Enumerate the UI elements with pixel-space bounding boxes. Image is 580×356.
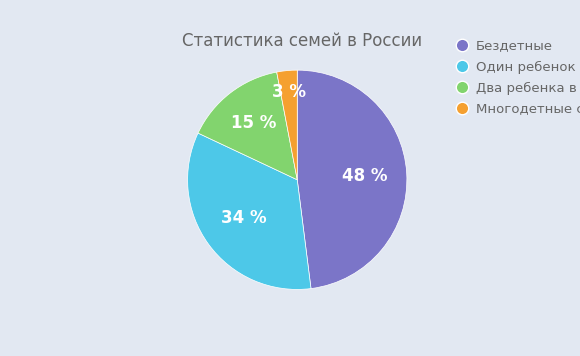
Text: 34 %: 34 % <box>221 209 267 227</box>
Wedge shape <box>198 72 297 180</box>
Legend: Бездетные, Один ребенок в семье, Два ребенка в семье, Многодетные семьи: Бездетные, Один ребенок в семье, Два реб… <box>455 36 580 119</box>
Wedge shape <box>297 70 407 289</box>
Wedge shape <box>277 70 298 180</box>
Text: Статистика семей в России: Статистика семей в России <box>182 32 422 50</box>
Text: 3 %: 3 % <box>272 83 306 101</box>
Text: 15 %: 15 % <box>231 115 276 132</box>
Wedge shape <box>187 133 311 289</box>
Text: 48 %: 48 % <box>342 167 388 184</box>
